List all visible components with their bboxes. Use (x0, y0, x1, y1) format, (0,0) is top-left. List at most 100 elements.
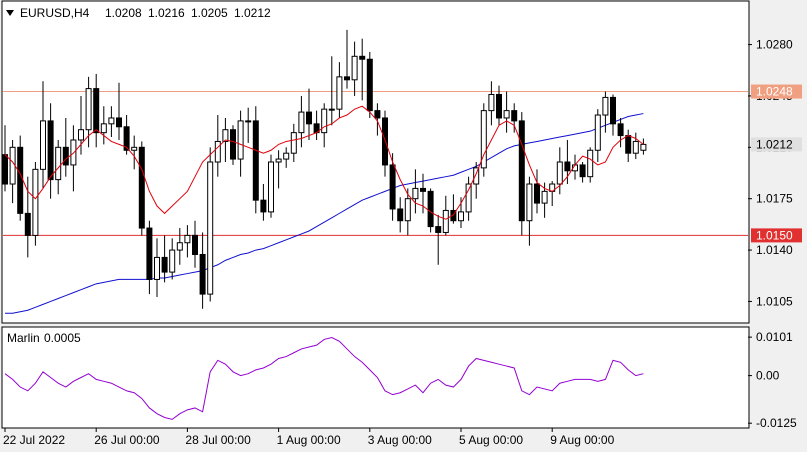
candle (480, 103, 487, 177)
candles (2, 29, 647, 309)
bull-candle-body (556, 161, 563, 185)
slow-ma-line (5, 113, 644, 314)
indicator-graph (4, 336, 644, 420)
bear-candle-body (230, 129, 236, 160)
fast-moving-average (4, 105, 644, 220)
bear-candle-body (617, 123, 624, 137)
candle (526, 176, 533, 246)
bull-candle-body (465, 183, 472, 213)
candle (290, 123, 297, 162)
bull-candle-body (9, 146, 16, 185)
bull-candle-body (541, 190, 548, 204)
bull-candle-body (442, 209, 449, 233)
candle (252, 106, 259, 214)
candle (518, 112, 525, 236)
bull-candle-body (184, 234, 191, 244)
current-price-label: 1.0212 (756, 137, 793, 151)
candle (283, 147, 290, 168)
bull-candle-body (32, 168, 39, 236)
bear-candle-body (518, 120, 525, 222)
candle (131, 135, 138, 170)
time-axis: 22 Jul 2022 26 Jul 00:00 28 Jul 00:00 1 Aug… (3, 428, 615, 447)
candle (169, 238, 176, 280)
bear-candle-body (306, 111, 312, 125)
bull-candle-body (214, 140, 221, 163)
bear-candle-body (366, 58, 373, 112)
price-pane[interactable] (1, 0, 750, 324)
horizontal-levels (3, 91, 748, 236)
bear-candle-body (2, 154, 8, 185)
bear-candle-body (116, 117, 122, 128)
time-tick-label: 3 Aug 00:00 (368, 433, 432, 447)
candle (359, 38, 366, 101)
candle (587, 147, 594, 183)
bull-candle-body (78, 129, 84, 141)
candle (230, 125, 236, 165)
candle (594, 109, 601, 162)
candle (192, 220, 198, 268)
open-value: 1.0208 (105, 6, 142, 20)
bear-candle-body (496, 93, 502, 119)
bull-candle-body (640, 143, 647, 151)
candle (632, 132, 639, 160)
bull-candle-body (480, 110, 487, 169)
bull-candle-body (268, 161, 274, 213)
indicator-pane[interactable] (1, 326, 750, 429)
bull-candle-body (587, 149, 594, 178)
time-tick-label: 5 Aug 00:00 (459, 433, 523, 447)
candle (146, 220, 153, 295)
indicator-tick-label: 0.0101 (756, 330, 793, 344)
indicator-axis: 0.0101 0.00 -0.0125 (748, 330, 797, 430)
bull-candle-body (237, 120, 244, 160)
bear-candle-body (579, 164, 586, 178)
close-value: 1.0212 (234, 6, 271, 20)
bull-candle-body (176, 242, 183, 251)
candle (473, 162, 480, 199)
candle (47, 103, 54, 199)
price-tick-label: 1.0280 (756, 38, 793, 52)
bear-candle-body (359, 55, 366, 60)
bear-candle-body (344, 76, 350, 81)
time-tick-label: 28 Jul 00:00 (185, 433, 251, 447)
bear-candle-body (389, 164, 396, 210)
indicator-tick-label: 0.00 (756, 369, 780, 383)
bear-candle-body (534, 183, 540, 204)
bull-candle-body (298, 111, 305, 134)
candle (260, 184, 267, 221)
candle (366, 51, 373, 118)
bear-candle-body (564, 161, 571, 172)
bear-candle-body (161, 256, 168, 273)
candle (397, 197, 404, 233)
candle (32, 162, 39, 246)
level-price-label: 1.0150 (756, 228, 793, 242)
bear-candle-body (146, 227, 153, 280)
price-tick-label: 1.0140 (756, 243, 793, 257)
price-tick-label: 1.0175 (756, 192, 793, 206)
candle (511, 103, 518, 133)
bear-candle-body (93, 88, 100, 134)
level-price-tag (751, 228, 802, 243)
candle (161, 235, 168, 283)
bear-candle-body (427, 190, 434, 228)
candle (237, 110, 244, 177)
candle (420, 173, 426, 214)
time-tick-label: 1 Aug 00:00 (277, 433, 341, 447)
bear-candle-body (610, 96, 616, 125)
bull-candle-body (458, 211, 464, 222)
candle (321, 103, 328, 148)
high-value: 1.0216 (148, 6, 185, 20)
candle (602, 91, 609, 133)
candle (184, 225, 191, 258)
low-value: 1.0205 (191, 6, 228, 20)
level-price-label: 1.0248 (756, 85, 793, 99)
bear-candle-body (420, 187, 426, 192)
bull-candle-body (336, 76, 343, 110)
slow-moving-average (5, 113, 644, 314)
bull-candle-body (473, 167, 480, 185)
bull-candle-body (169, 249, 176, 273)
triangle-down-icon[interactable] (6, 10, 14, 16)
bull-candle-body (154, 256, 160, 280)
bull-candle-body (222, 129, 229, 142)
candle (306, 88, 312, 140)
time-tick-label: 26 Jul 00:00 (94, 433, 160, 447)
